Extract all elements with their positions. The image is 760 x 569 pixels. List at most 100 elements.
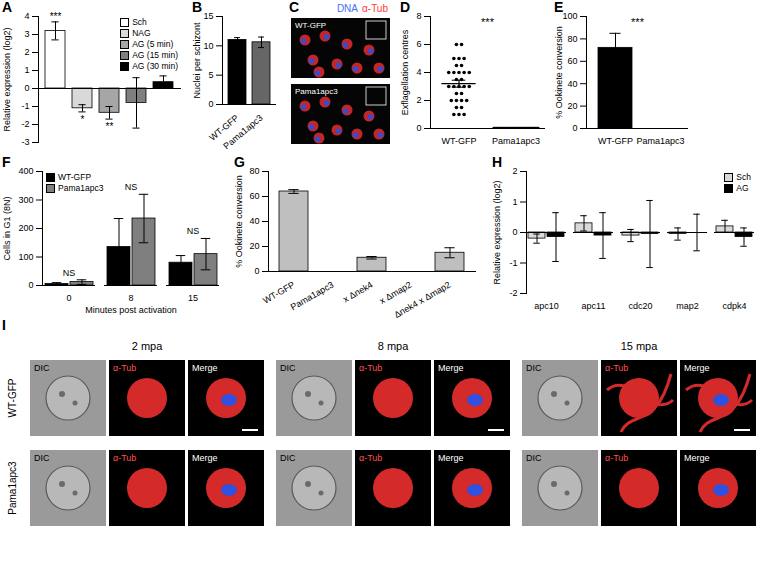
svg-text:DIC: DIC <box>34 453 50 463</box>
svg-text:40: 40 <box>249 216 259 226</box>
svg-text:WT-GFP: WT-GFP <box>442 136 477 146</box>
svg-text:Pama1apc3: Pama1apc3 <box>295 87 338 96</box>
svg-text:1: 1 <box>512 197 517 207</box>
svg-text:1: 1 <box>24 65 29 75</box>
svg-text:8: 8 <box>416 11 421 21</box>
svg-text:80: 80 <box>567 34 577 44</box>
svg-text:Relative expression (log2): Relative expression (log2) <box>2 27 12 131</box>
svg-text:α-Tub: α-Tub <box>113 453 136 463</box>
svg-text:Pama1apc3: Pama1apc3 <box>636 136 684 146</box>
svg-text:4: 4 <box>24 11 29 21</box>
svg-text:α-Tub: α-Tub <box>113 363 136 373</box>
svg-text:8: 8 <box>128 293 133 303</box>
svg-text:80: 80 <box>249 166 259 176</box>
svg-text:60: 60 <box>567 56 577 66</box>
svg-text:Pama1apc3: Pama1apc3 <box>221 113 264 152</box>
svg-text:2: 2 <box>512 166 517 176</box>
svg-text:3: 3 <box>24 29 29 39</box>
svg-text:15 mpa: 15 mpa <box>621 340 659 352</box>
svg-text:Merge: Merge <box>684 363 710 373</box>
svg-text:Merge: Merge <box>438 363 464 373</box>
svg-text:2 mpa: 2 mpa <box>132 340 163 352</box>
svg-text:Relative expression (log2): Relative expression (log2) <box>492 180 502 284</box>
svg-text:2: 2 <box>24 47 29 57</box>
svg-text:-3: -3 <box>21 137 29 147</box>
svg-text:0: 0 <box>416 123 421 133</box>
svg-text:Merge: Merge <box>192 363 218 373</box>
svg-text:α-Tub: α-Tub <box>605 363 628 373</box>
svg-text:WT-GFP: WT-GFP <box>261 279 297 306</box>
svg-text:NS: NS <box>187 226 200 236</box>
svg-text:WT-GFP: WT-GFP <box>598 136 633 146</box>
svg-text:x Δnek4: x Δnek4 <box>341 280 374 305</box>
svg-text:100: 100 <box>18 252 33 262</box>
svg-text:DIC: DIC <box>280 363 296 373</box>
svg-text:300: 300 <box>18 195 33 205</box>
svg-text:5: 5 <box>208 70 213 80</box>
svg-text:15: 15 <box>203 11 213 21</box>
svg-text:400: 400 <box>18 166 33 176</box>
svg-text:Pama1apc3: Pama1apc3 <box>492 136 540 146</box>
svg-text:α-Tub: α-Tub <box>605 453 628 463</box>
svg-text:WT-GFP: WT-GFP <box>295 21 326 30</box>
svg-text:40: 40 <box>567 79 577 89</box>
svg-text:DIC: DIC <box>280 453 296 463</box>
svg-text:DIC: DIC <box>526 453 542 463</box>
svg-text:8 mpa: 8 mpa <box>378 340 409 352</box>
svg-text:0: 0 <box>512 227 517 237</box>
svg-text:apc10: apc10 <box>534 301 559 311</box>
svg-text:WT-GFP: WT-GFP <box>207 112 241 143</box>
svg-text:Pama1apc3: Pama1apc3 <box>7 461 18 515</box>
svg-text:0: 0 <box>572 123 577 133</box>
svg-text:apc11: apc11 <box>582 301 606 311</box>
svg-text:DIC: DIC <box>34 363 50 373</box>
svg-text:60: 60 <box>249 191 259 201</box>
svg-text:NS: NS <box>125 182 138 192</box>
svg-text:-2: -2 <box>509 288 517 298</box>
svg-text:-1: -1 <box>509 258 517 268</box>
svg-text:0: 0 <box>208 99 213 109</box>
svg-text:**: ** <box>106 121 114 132</box>
svg-text:Cells in G1 (8N): Cells in G1 (8N) <box>2 196 12 260</box>
svg-text:Merge: Merge <box>684 453 710 463</box>
svg-text:6: 6 <box>416 39 421 49</box>
svg-text:20: 20 <box>567 101 577 111</box>
svg-text:% Ookinete conversion: % Ookinete conversion <box>554 26 564 119</box>
svg-text:0: 0 <box>66 293 71 303</box>
svg-text:Merge: Merge <box>438 453 464 463</box>
svg-text:***: *** <box>481 16 495 28</box>
svg-text:Exflagellation centres: Exflagellation centres <box>400 29 410 115</box>
svg-text:0: 0 <box>24 83 29 93</box>
svg-text:0: 0 <box>28 280 33 290</box>
svg-text:100: 100 <box>562 11 577 21</box>
svg-text:Pama1apc3: Pama1apc3 <box>289 280 336 313</box>
svg-text:0: 0 <box>254 266 259 276</box>
svg-text:4: 4 <box>416 67 421 77</box>
html-text:A: A <box>2 0 13 15</box>
svg-text:NS: NS <box>63 268 76 278</box>
svg-text:DIC: DIC <box>526 363 542 373</box>
svg-text:WT-GFP: WT-GFP <box>7 378 18 417</box>
svg-text:***: *** <box>631 16 645 28</box>
svg-text:Minutes post activation: Minutes post activation <box>85 305 177 315</box>
svg-text:-2: -2 <box>21 119 29 129</box>
svg-text:DNAα-Tub: DNAα-Tub <box>337 3 389 14</box>
svg-text:2: 2 <box>416 95 421 105</box>
svg-text:10: 10 <box>203 41 213 51</box>
svg-text:-1: -1 <box>21 101 29 111</box>
svg-text:20: 20 <box>249 241 259 251</box>
svg-text:% Ookinete conversion: % Ookinete conversion <box>234 175 244 268</box>
svg-text:map2: map2 <box>676 301 699 311</box>
svg-text:Δnek4 x Δmap2: Δnek4 x Δmap2 <box>392 280 452 320</box>
svg-text:Merge: Merge <box>192 453 218 463</box>
svg-text:200: 200 <box>18 223 33 233</box>
svg-text:Nuclei per schizont: Nuclei per schizont <box>192 22 202 99</box>
svg-text:15: 15 <box>188 293 198 303</box>
svg-text:α-Tub: α-Tub <box>359 363 382 373</box>
html-text:B: B <box>192 0 203 15</box>
svg-text:α-Tub: α-Tub <box>359 453 382 463</box>
svg-text:*: * <box>81 114 85 125</box>
svg-text:cdc20: cdc20 <box>628 301 652 311</box>
svg-text:***: *** <box>50 11 62 22</box>
svg-text:cdpk4: cdpk4 <box>722 301 746 311</box>
